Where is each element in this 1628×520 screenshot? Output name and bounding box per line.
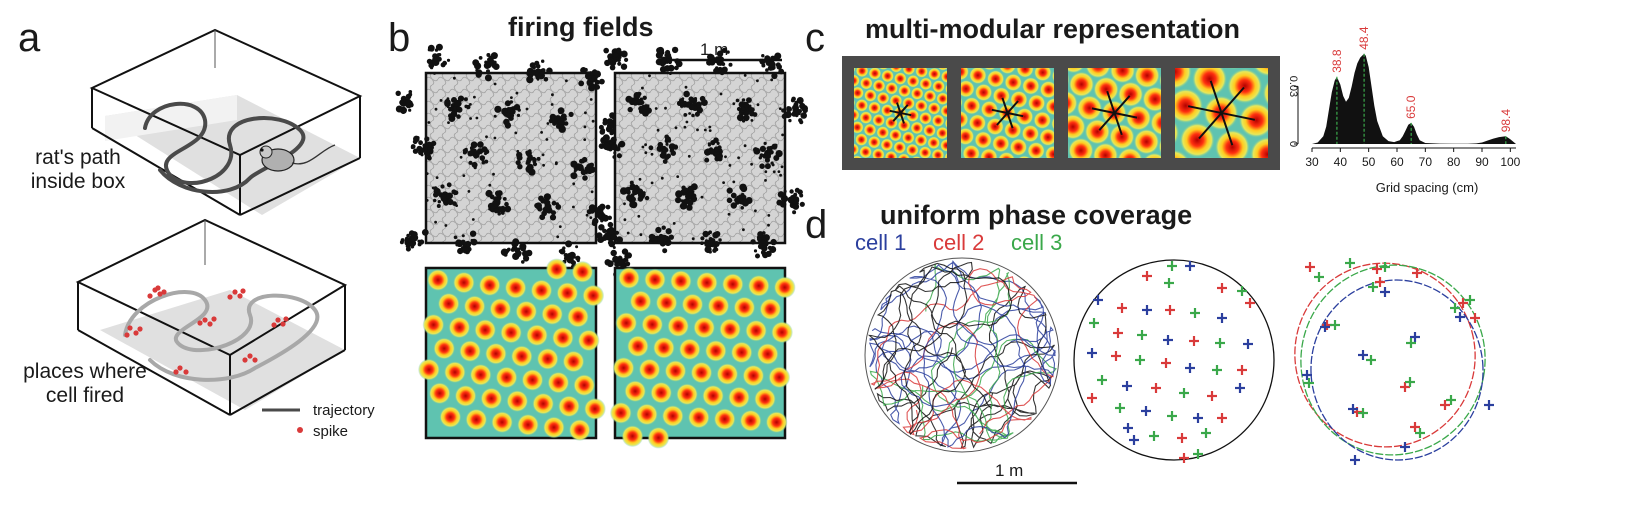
x-tick-label: 100 — [1500, 155, 1520, 169]
spike-raster-1 — [395, 43, 632, 279]
phase-crosses-ellipses — [1294, 258, 1494, 465]
scalebar-d-label: 1 m — [995, 461, 1024, 480]
path-label: rat's path inside box — [30, 146, 126, 194]
box-top-edges — [89, 28, 363, 216]
multi-modular-title: multi-modular representation — [865, 14, 1241, 44]
peak-label: 48.4 — [1357, 26, 1371, 50]
module-strip — [842, 56, 1280, 170]
rat-trajectory-bottom — [123, 290, 320, 382]
uniform-phase-title: uniform phase coverage — [880, 200, 1193, 230]
rate-map-1 — [418, 258, 606, 441]
x-tick-label: 90 — [1475, 155, 1489, 169]
module-tile — [854, 68, 947, 158]
cell-legend-2: cell 2 — [933, 230, 985, 255]
rat-trajectory-top — [143, 101, 306, 194]
box-bottom-edges — [75, 218, 348, 416]
density-area — [1312, 53, 1516, 144]
box-path-illustration — [75, 28, 363, 433]
rat-icon — [259, 144, 336, 172]
panel-letter-d: d — [805, 203, 828, 247]
scalebar-d — [957, 481, 1077, 485]
legend-spike-swatch — [297, 427, 303, 433]
legend-trajectory-label: trajectory — [313, 402, 375, 419]
x-axis-label: Grid spacing (cm) — [1376, 180, 1479, 195]
module-tile — [1175, 68, 1268, 158]
fired-label: places where cell fired — [23, 360, 147, 408]
peak-label: 65.0 — [1404, 95, 1418, 119]
spike-clusters — [124, 285, 289, 375]
legend-spike-label: spike — [313, 423, 349, 440]
cell-legend-1: cell 1 — [855, 230, 907, 255]
x-tick-label: 70 — [1419, 155, 1433, 169]
peak-label: 98.4 — [1499, 109, 1513, 133]
cell-legend-3: cell 3 — [1011, 230, 1063, 255]
y-tick-label: 0 — [1287, 141, 1299, 147]
firing-fields-title: firing fields — [508, 12, 654, 42]
y-tick-label: 0.03 — [1287, 76, 1299, 97]
rate-map-2 — [609, 266, 796, 449]
circular-trajectory — [864, 257, 1060, 453]
grid-spacing-chart: 0 0.03 38.8 48.4 65.0 98.4 30 40 50 60 70 80 90 100… — [1287, 26, 1521, 195]
panel-letter-b: b — [388, 16, 411, 60]
x-tick-label: 80 — [1447, 155, 1461, 169]
box-top-floor-shadow — [105, 95, 237, 141]
module-tile — [961, 68, 1054, 158]
module-tile — [1068, 68, 1161, 158]
x-tick-label: 40 — [1334, 155, 1348, 169]
x-tick-label: 30 — [1305, 155, 1319, 169]
spike-raster-2 — [596, 46, 808, 259]
x-tick-label: 50 — [1362, 155, 1376, 169]
x-tick-label: 60 — [1390, 155, 1404, 169]
panel-letter-a: a — [18, 16, 41, 60]
phase-crosses-circle — [1073, 259, 1275, 463]
panel-letter-c: c — [805, 16, 825, 60]
peak-label: 38.8 — [1330, 49, 1344, 73]
